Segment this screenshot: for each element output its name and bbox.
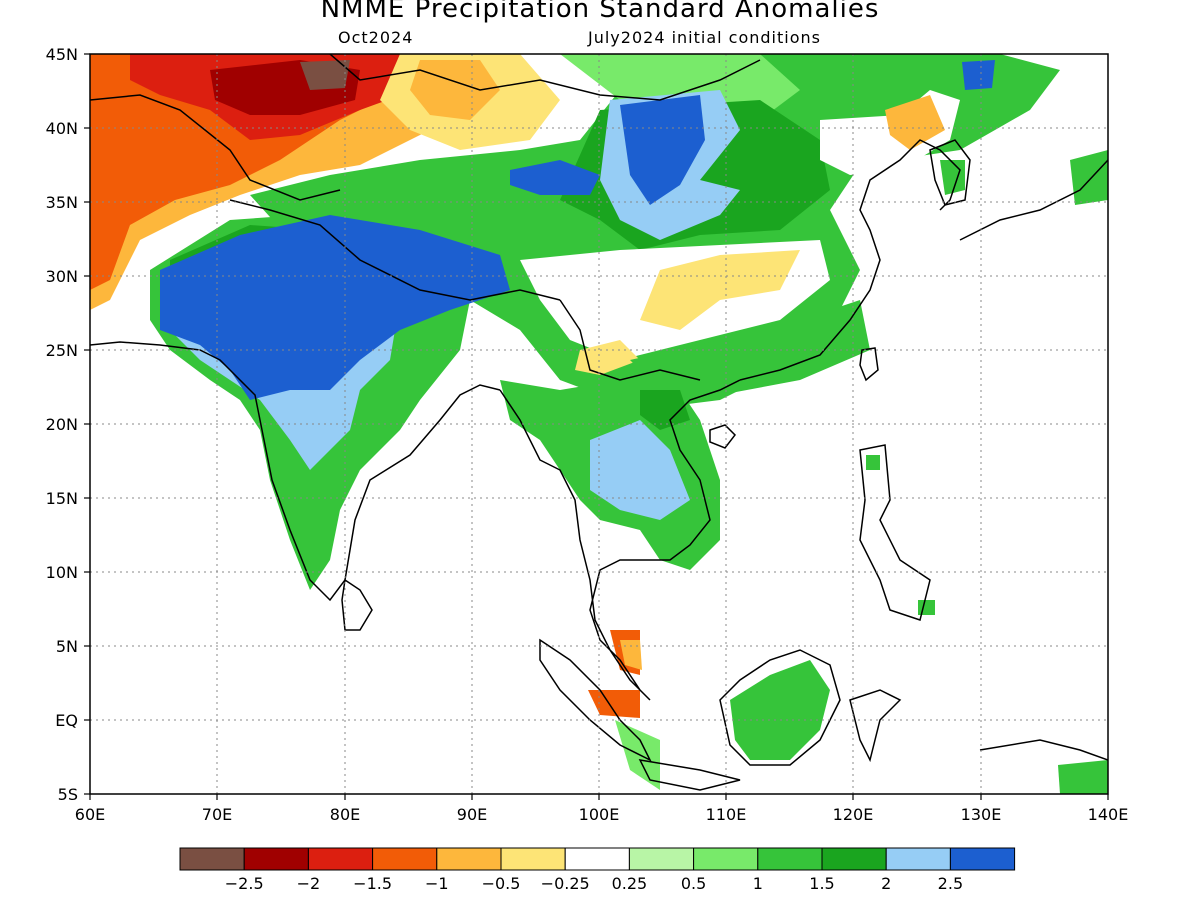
coast-hainan (709, 424, 736, 449)
lat-label: 25N (46, 341, 78, 360)
colorbar-swatch (307, 847, 374, 871)
ticks (84, 53, 1109, 800)
brown-core (300, 60, 350, 90)
colorbar-label: −1.5 (353, 874, 392, 893)
colorbar-swatch (500, 847, 566, 871)
coast-indochina (499, 379, 741, 701)
lon-label: 60E (75, 805, 105, 824)
lon-label: 110E (706, 805, 747, 824)
colorbar-swatch (372, 847, 438, 871)
colorbar-swatch (821, 847, 887, 871)
green-japan (1070, 150, 1108, 205)
colorbar-label: 2.5 (938, 874, 963, 893)
lon-label: 130E (961, 805, 1002, 824)
colorbar-label: 0.5 (681, 874, 706, 893)
lat-label: 5S (58, 785, 78, 804)
lat-label: 5N (56, 637, 78, 656)
green-java (615, 720, 660, 790)
coast-korea (929, 139, 971, 206)
coast-sumatra (539, 638, 652, 762)
lon-label: 70E (202, 805, 232, 824)
lon-label: 80E (330, 805, 360, 824)
coast-taiwan (859, 347, 879, 382)
lon-label: 120E (833, 805, 874, 824)
green-southchina (630, 300, 870, 395)
colorbar-label: −1 (425, 874, 449, 893)
coast-srilanka (341, 578, 373, 631)
lat-label: 30N (46, 267, 78, 286)
anomaly-field (90, 54, 1108, 794)
orange-tarim (410, 60, 500, 120)
colorbar-label: 0.25 (612, 874, 648, 893)
lat-label: EQ (55, 711, 78, 730)
green-phil (866, 455, 880, 470)
green-borneo (730, 660, 830, 760)
coastlines (90, 54, 1108, 791)
latitude-labels: 45N 40N 35N 30N 25N 20N 15N 10N 5N EQ 5S (46, 45, 78, 804)
lat-label: 35N (46, 193, 78, 212)
colorbar-label: −2 (297, 874, 321, 893)
colorbar-swatch (179, 847, 245, 871)
yellow-ne (885, 95, 945, 150)
colorbar: −2.5 −2 −1.5 −1 −0.5 −0.25 0.25 0.5 1 1.5 2 2.5 (179, 847, 1016, 893)
green-newguinea (1058, 760, 1108, 794)
colorbar-label: 2 (881, 874, 891, 893)
lon-label: 90E (457, 805, 487, 824)
forecast-month: Oct2024 (338, 28, 414, 47)
lat-label: 45N (46, 45, 78, 64)
blue-qaidam (510, 160, 600, 195)
lat-label: 40N (46, 119, 78, 138)
orange-sumatra (588, 690, 640, 718)
colorbar-label: 1.5 (809, 874, 834, 893)
border-himalaya (229, 199, 561, 301)
map-title: NMME Precipitation Standard Anomalies (320, 0, 880, 24)
lightblue-indochina (590, 420, 690, 520)
yellow-malaya (620, 640, 642, 670)
colorbar-swatch (628, 847, 695, 871)
colorbar-label: 1 (753, 874, 763, 893)
border-china-sea (559, 299, 701, 381)
darkgreen-indochina (640, 390, 690, 430)
coast-india (90, 341, 501, 602)
colorbar-label: −2.5 (225, 874, 264, 893)
border-central-asia (90, 94, 341, 201)
colorbar-swatch (693, 847, 759, 871)
coast-philippines (859, 444, 931, 621)
blue-china (620, 95, 705, 205)
yellow-central-china (640, 250, 800, 330)
border-mongolia (329, 54, 761, 101)
blue-india (160, 215, 510, 400)
lon-label: 140E (1088, 805, 1129, 824)
blue-ne (962, 60, 995, 90)
initial-conditions: July2024 initial conditions (588, 28, 821, 47)
coast-java (638, 759, 741, 791)
colorbar-label: −0.25 (541, 874, 590, 893)
colorbar-swatch (564, 847, 630, 871)
colorbar-swatch (885, 847, 951, 871)
lat-label: 15N (46, 489, 78, 508)
coast-china (739, 139, 961, 381)
colorbar-swatch (757, 847, 823, 871)
colorbar-swatch (436, 847, 502, 871)
colorbar-swatch (243, 847, 309, 871)
gridlines (90, 54, 1108, 794)
coast-newguinea (979, 739, 1108, 761)
coast-sulawesi (849, 689, 902, 763)
lat-label: 10N (46, 563, 78, 582)
lon-label: 100E (579, 805, 620, 824)
longitude-labels: 60E 70E 80E 90E 100E 110E 120E 130E 140E (75, 805, 1129, 824)
coast-japan (959, 159, 1108, 241)
lat-label: 20N (46, 415, 78, 434)
colorbar-label: −0.5 (482, 874, 521, 893)
coast-borneo (719, 649, 841, 766)
green-korea (940, 160, 965, 195)
colorbar-swatch (949, 847, 1016, 871)
yellow-yunnan (575, 340, 640, 375)
green-mindanao (918, 600, 935, 615)
